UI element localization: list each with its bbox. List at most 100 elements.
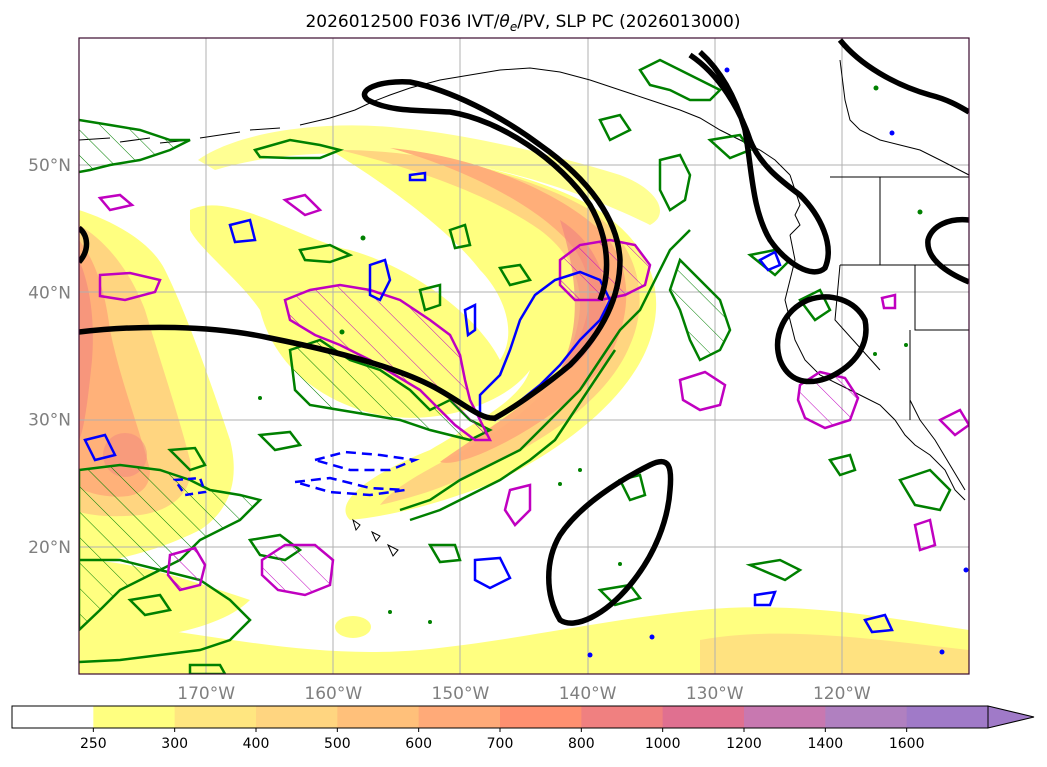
- lat-tick-label: 50°N: [28, 156, 71, 176]
- pv-neg-8: [753, 590, 777, 607]
- colorbar-segment: [256, 706, 338, 728]
- pv-west-hatch: [166, 546, 207, 592]
- theta-e-mid-3: [448, 223, 472, 250]
- colorbar-tick-label: 600: [405, 736, 432, 752]
- lon-tick-label: 120°W: [813, 684, 871, 704]
- pc-west-edge: [79, 225, 90, 264]
- pv-neg-5: [294, 476, 406, 497]
- theta-e-east-4: [745, 558, 803, 582]
- colorbar-segment: [825, 706, 908, 728]
- ivt-arc-mid: [340, 150, 640, 505]
- baja-coast: [909, 399, 966, 491]
- colorbar-tick-label: 800: [568, 736, 595, 752]
- lon-tick-label: 160°W: [304, 684, 362, 704]
- lon-tick-labels: 170°W 160°W 150°W 140°W 130°W 120°W: [177, 684, 871, 704]
- theta-e-west-hatch: [79, 463, 263, 632]
- theta-e-mid-1: [252, 138, 345, 160]
- colorbar-tick-label: 1200: [726, 736, 762, 752]
- colorbar-tick-label: 700: [487, 736, 514, 752]
- theta-e-ne-1: [638, 58, 723, 102]
- pv-1: [98, 271, 162, 302]
- speckle-blue: [587, 67, 969, 658]
- pv-neg-12: [408, 171, 427, 182]
- map-panel: [79, 38, 969, 674]
- pv-east-hatch: [796, 370, 860, 430]
- theta-e-west-lower: [79, 558, 252, 664]
- lat-tick-labels: 20°N 30°N 40°N 50°N: [28, 156, 71, 558]
- state-borders: [834, 177, 969, 420]
- chart-title: 2026012500 F036 IVT/θe/PV, SLP PC (20260…: [305, 12, 740, 34]
- pc-california-oval: [774, 294, 869, 385]
- theta-e-mid-4: [497, 263, 533, 287]
- ivt-north-band: [198, 125, 660, 225]
- theta-e-east-5: [597, 583, 643, 607]
- lat-tick-label: 20°N: [28, 538, 71, 558]
- pc-east-edge: [925, 216, 969, 285]
- colorbar-segment: [744, 706, 826, 728]
- colorbar-tick-label: 1000: [645, 736, 681, 752]
- theta-e-south-6: [127, 593, 173, 617]
- theta-e-ne-2: [598, 113, 632, 142]
- pv-6: [913, 518, 937, 552]
- pv-central-hatch: [283, 283, 493, 442]
- pv-neg-1: [228, 218, 257, 244]
- pc-northeast-arc: [688, 49, 831, 275]
- theta-e-south-3: [427, 543, 462, 564]
- colorbar-tick-label: 500: [324, 736, 351, 752]
- pc-northern-arc: [79, 79, 623, 421]
- colorbar-segment: [418, 706, 501, 728]
- colorbar-segment: [662, 706, 745, 728]
- theta-e-south-7: [188, 663, 227, 674]
- ivt-mid-ocean-blob: [335, 616, 371, 638]
- ivt-west-peak: [79, 260, 93, 440]
- ivt-shading: [79, 125, 969, 674]
- lon-tick-label: 170°W: [177, 684, 235, 704]
- colorbar-tick-label: 400: [243, 736, 270, 752]
- colorbar: 250 300 400 500 600 700 800 1000 1200 1400 1600: [11, 705, 1035, 752]
- ivt-west-core: [79, 240, 150, 497]
- pv-south-hatch: [260, 543, 335, 597]
- theta-e-contours: [79, 58, 952, 674]
- colorbar-tick-label: 300: [161, 736, 188, 752]
- theta-e-east-3: [898, 468, 952, 512]
- theta-e-south-4: [167, 446, 207, 472]
- pv-3: [282, 193, 323, 217]
- theta-e-mid-2: [298, 243, 354, 264]
- pv-neg-9: [863, 613, 894, 634]
- colorbar-tick-label: 1400: [808, 736, 844, 752]
- theta-e-nw: [79, 118, 191, 174]
- theta-e-east-2: [827, 453, 857, 477]
- lon-tick-label: 130°W: [686, 684, 744, 704]
- hawaii-2: [370, 530, 381, 542]
- ivt-south-core: [700, 633, 969, 674]
- pv-neg-10: [758, 250, 782, 272]
- theta-e-arc: [399, 229, 691, 512]
- colorbar-segment: [93, 706, 176, 728]
- pv-neg-11: [463, 302, 477, 338]
- colorbar-tick-label: 250: [80, 736, 107, 752]
- pv-neg-7: [473, 556, 512, 590]
- colorbar-segment: [581, 706, 664, 728]
- pv-8: [880, 293, 897, 310]
- pv-7: [937, 408, 969, 437]
- colorbar-segment: [500, 706, 582, 728]
- pv-neg-4: [310, 450, 420, 472]
- pv-2: [97, 193, 135, 212]
- speckle-contours: [258, 85, 923, 624]
- colorbar-segment: [906, 706, 989, 728]
- pv-neg-6: [172, 476, 207, 497]
- theta-e-arc-2: [409, 349, 617, 522]
- theta-e-ne-3: [658, 153, 692, 212]
- pc-central-oval: [546, 458, 674, 626]
- colorbar-tick-label: 1600: [889, 736, 925, 752]
- lat-tick-label: 40°N: [28, 283, 71, 303]
- theta-e-east-1: [798, 288, 832, 322]
- colorbar-segment: [337, 706, 420, 728]
- lon-tick-label: 150°W: [432, 684, 490, 704]
- hawaii-1: [352, 518, 361, 532]
- colorbar-segment: [174, 706, 257, 728]
- hawaii-3: [386, 543, 399, 557]
- colorbar-segment: [12, 706, 94, 728]
- pv-4: [678, 370, 727, 412]
